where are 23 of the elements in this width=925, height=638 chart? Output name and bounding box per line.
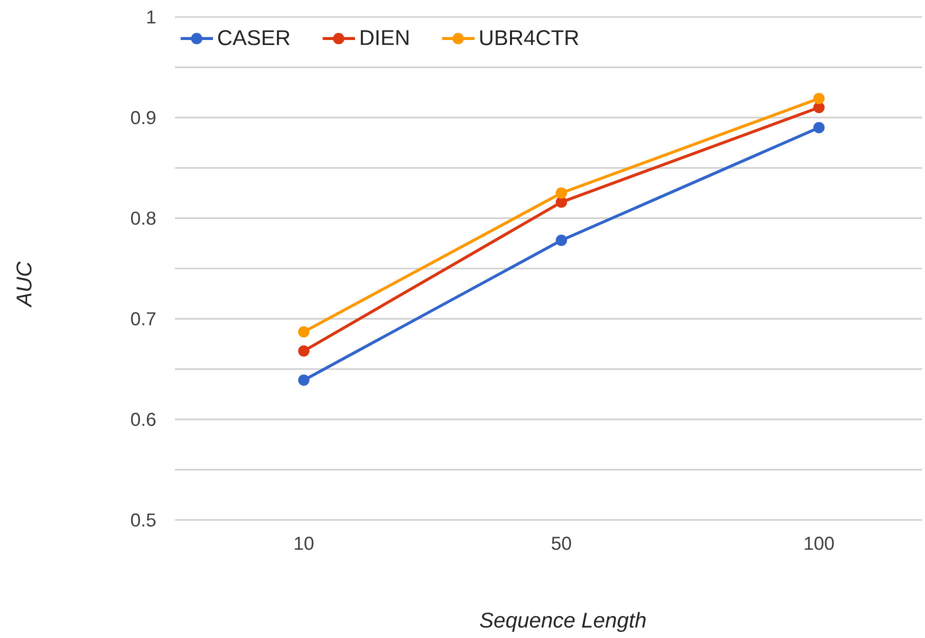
y-tick-label: 0.8 — [131, 212, 156, 225]
point — [813, 122, 825, 134]
point — [813, 102, 825, 114]
point — [556, 196, 568, 208]
x-tick-label: 10 — [294, 536, 314, 550]
x-axis-title: Sequence Length — [480, 612, 646, 632]
point — [556, 234, 568, 246]
point — [298, 374, 310, 386]
x-tick-label: 100 — [804, 536, 834, 550]
point — [556, 187, 568, 199]
x-tick-label: 50 — [552, 536, 572, 550]
y-tick-label: 0.5 — [131, 513, 156, 527]
y-tick-label: 0.9 — [131, 110, 156, 124]
y-axis-title: AUC — [16, 261, 32, 308]
legend-label: CASER — [218, 30, 290, 46]
y-tick-label: 0.7 — [131, 312, 156, 326]
point — [813, 92, 825, 104]
point — [298, 345, 310, 357]
legend-label: DIEN — [360, 30, 408, 45]
legend-label: UBR4CTR — [480, 30, 578, 46]
y-tick-label: 0.6 — [131, 412, 156, 426]
y-tick-label: 1 — [147, 10, 156, 24]
point — [298, 326, 310, 338]
